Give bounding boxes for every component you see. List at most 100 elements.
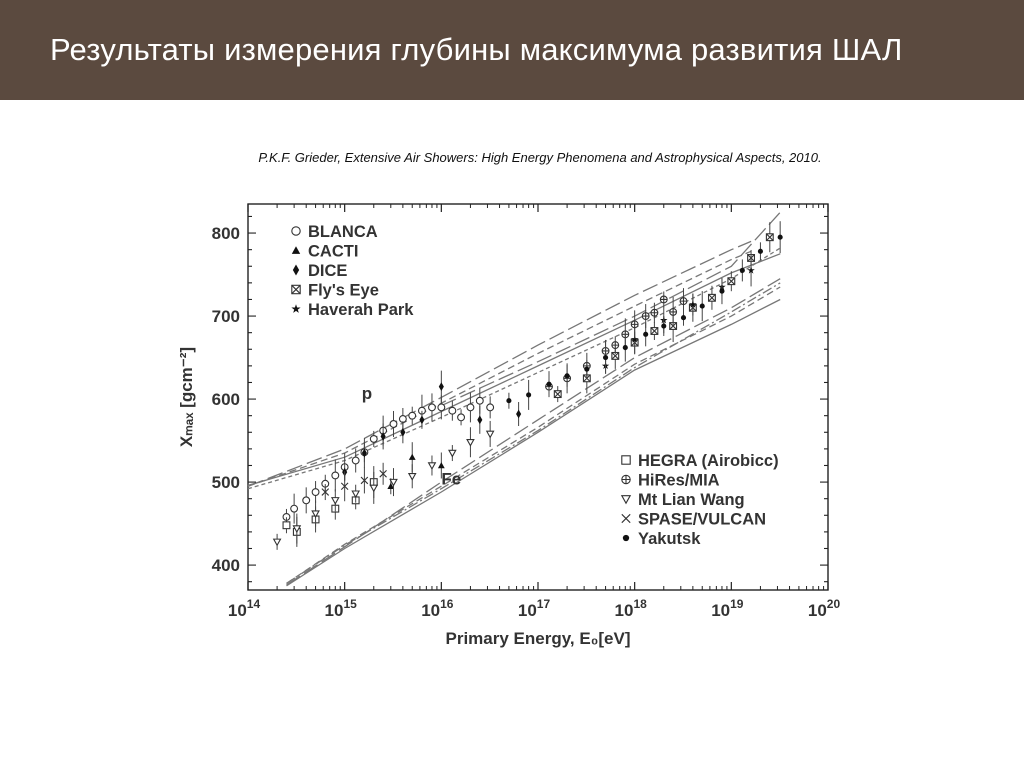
legend-marker bbox=[622, 534, 630, 542]
point-dice bbox=[419, 415, 425, 425]
y-tick-label: 600 bbox=[212, 390, 240, 409]
point-blanca bbox=[466, 403, 475, 412]
slide-header: Результаты измерения глубины максимума р… bbox=[0, 0, 1024, 100]
point-hires-mia bbox=[650, 308, 659, 317]
point-yakutsk bbox=[622, 345, 628, 351]
legend-marker bbox=[291, 284, 301, 295]
point-blanca bbox=[428, 403, 436, 412]
point-blanca bbox=[311, 488, 320, 496]
point-hires-mia bbox=[611, 341, 620, 350]
point-fly-s-eye bbox=[707, 293, 716, 302]
point-mt-lian-wang bbox=[272, 538, 282, 547]
legend-marker bbox=[620, 495, 632, 505]
legend-marker bbox=[291, 246, 301, 254]
point-dice bbox=[400, 427, 406, 437]
y-tick-label: 500 bbox=[212, 473, 240, 492]
point-hires-mia bbox=[669, 307, 678, 316]
point-dice bbox=[380, 432, 386, 441]
point-blanca bbox=[475, 396, 484, 405]
legend-label: DICE bbox=[308, 262, 347, 280]
model-curve-Fe bbox=[286, 282, 781, 584]
citation: P.K.F. Grieder, Extensive Air Showers: H… bbox=[258, 150, 822, 165]
point-haverah-park bbox=[747, 266, 755, 274]
point-blanca bbox=[437, 403, 446, 412]
legend-marker bbox=[291, 304, 301, 313]
legend-label: Yakutsk bbox=[638, 530, 701, 548]
legend-label: HEGRA (Airobicc) bbox=[638, 452, 779, 470]
legend-marker bbox=[621, 513, 631, 524]
model-curve-Fe bbox=[286, 298, 781, 587]
point-blanca bbox=[369, 434, 378, 443]
point-mt-lian-wang bbox=[389, 478, 398, 487]
annotations: p Fe bbox=[362, 384, 461, 489]
point-yakutsk bbox=[777, 234, 783, 240]
legend-marker bbox=[291, 226, 301, 236]
point-dice bbox=[477, 415, 483, 425]
point-cacti bbox=[387, 482, 395, 489]
x-tick-exponent: 16 bbox=[440, 597, 454, 611]
point-mt-lian-wang bbox=[448, 449, 457, 458]
data-points bbox=[272, 221, 783, 550]
y-axis-label: Xₘₐₓ [gcm⁻²] bbox=[177, 347, 196, 447]
x-tick-exponent: 14 bbox=[247, 597, 261, 611]
legend-label: Mt Lian Wang bbox=[638, 491, 745, 509]
legend-marker bbox=[621, 474, 631, 485]
point-blanca bbox=[486, 403, 495, 412]
point-fly-s-eye bbox=[765, 233, 774, 242]
legend-label: Haverah Park bbox=[308, 301, 414, 319]
point-cacti bbox=[408, 453, 416, 460]
legend-label: SPASE/VULCAN bbox=[638, 511, 766, 529]
y-tick-label: 800 bbox=[212, 224, 240, 243]
point-mt-lian-wang bbox=[351, 490, 361, 499]
point-hires-mia bbox=[679, 297, 688, 306]
x-tick-label: 1015 bbox=[325, 597, 358, 620]
point-yakutsk bbox=[564, 373, 570, 379]
x-tick-label: 1018 bbox=[615, 597, 648, 620]
point-blanca bbox=[290, 504, 299, 513]
point-mt-lian-wang bbox=[427, 462, 437, 471]
point-yakutsk bbox=[546, 381, 552, 387]
point-mt-lian-wang bbox=[311, 510, 320, 519]
point-yakutsk bbox=[699, 303, 705, 309]
point-blanca bbox=[302, 496, 311, 505]
x-tick-label: 1014 bbox=[228, 597, 261, 620]
legend-label: HiRes/MIA bbox=[638, 472, 720, 490]
point-blanca bbox=[448, 406, 457, 415]
point-yakutsk bbox=[603, 355, 609, 361]
legend-label: BLANCA bbox=[308, 223, 378, 241]
model-curve-p bbox=[247, 250, 752, 487]
legend-label: CACTI bbox=[308, 243, 358, 261]
point-hires-mia bbox=[641, 312, 650, 321]
point-hegra-airobicc- bbox=[282, 521, 291, 530]
point-spase-vulcan bbox=[321, 488, 330, 496]
point-hires-mia bbox=[659, 295, 668, 304]
point-mt-lian-wang bbox=[407, 473, 417, 481]
curve-label: Fe bbox=[441, 470, 461, 489]
point-fly-s-eye bbox=[553, 390, 562, 399]
point-hires-mia bbox=[630, 320, 639, 329]
point-spase-vulcan bbox=[340, 482, 349, 491]
point-blanca bbox=[408, 411, 417, 420]
point-spase-vulcan bbox=[360, 476, 369, 485]
point-dice bbox=[516, 409, 522, 419]
legend-marker bbox=[292, 264, 300, 276]
point-haverah-park bbox=[689, 300, 697, 308]
point-mt-lian-wang bbox=[292, 525, 302, 534]
point-yakutsk bbox=[719, 288, 725, 294]
x-tick-exponent: 19 bbox=[730, 597, 744, 611]
x-tick-exponent: 18 bbox=[633, 597, 647, 611]
point-fly-s-eye bbox=[727, 277, 736, 286]
point-blanca bbox=[389, 420, 398, 428]
curve-label: p bbox=[362, 384, 372, 403]
x-tick-exponent: 17 bbox=[537, 597, 551, 611]
x-tick-label: 1017 bbox=[518, 597, 551, 620]
point-yakutsk bbox=[757, 248, 763, 254]
point-yakutsk bbox=[584, 366, 590, 372]
model-curve-Fe bbox=[286, 286, 781, 584]
x-tick-label: 1019 bbox=[711, 597, 744, 620]
legend-label: Fly's Eye bbox=[308, 282, 379, 300]
point-yakutsk bbox=[680, 315, 687, 321]
point-dice bbox=[361, 448, 367, 458]
point-mt-lian-wang bbox=[485, 430, 495, 439]
